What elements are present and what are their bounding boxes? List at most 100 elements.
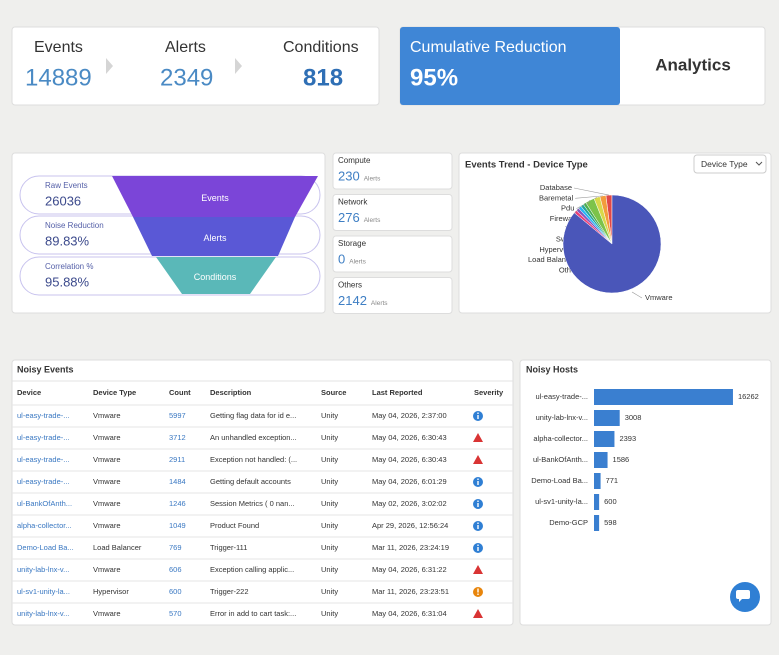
table-cell[interactable]: 1246: [169, 499, 186, 508]
pie-label: Database: [540, 183, 572, 192]
table-cell: May 04, 2026, 6:30:43: [372, 455, 447, 464]
device-type-select[interactable]: [693, 154, 767, 174]
table-cell: Mar 11, 2026, 23:23:51: [372, 587, 449, 596]
table-cell[interactable]: 600: [169, 587, 182, 596]
table-cell[interactable]: 1049: [169, 521, 186, 530]
severity-glyph: [477, 500, 479, 503]
stat-card[interactable]: [332, 235, 453, 273]
host-bar[interactable]: [594, 410, 620, 426]
stat-unit: Alerts: [371, 300, 388, 307]
stat-label: Compute: [338, 156, 371, 165]
stat-value: 2142: [338, 293, 367, 308]
host-bar[interactable]: [594, 452, 608, 468]
funnel-stage-label: Alerts: [203, 233, 227, 243]
funnel-metric-value: 26036: [45, 193, 81, 208]
severity-glyph: [477, 503, 479, 507]
table-cell[interactable]: 2911: [169, 455, 185, 464]
table-cell[interactable]: unity-lab-lnx-v...: [17, 565, 69, 574]
table-cell[interactable]: 5997: [169, 411, 186, 420]
table-cell[interactable]: ul-easy-trade-...: [17, 411, 70, 420]
table-cell[interactable]: ul-easy-trade-...: [17, 477, 70, 486]
stat-card[interactable]: [332, 277, 453, 314]
table-cell: Vmware: [93, 521, 121, 530]
table-cell[interactable]: 3712: [169, 433, 186, 442]
table-cell: Load Balancer: [93, 543, 142, 552]
reduction-panel[interactable]: [400, 27, 620, 105]
select-text[interactable]: Device Type: [701, 159, 748, 169]
table-cell: Unity: [321, 477, 338, 486]
stat-unit: Alerts: [364, 217, 381, 224]
table-cell: Unity: [321, 543, 338, 552]
pie-label: Baremetal: [539, 193, 574, 202]
table-cell: Hypervisor: [93, 587, 129, 596]
stat-unit: Alerts: [349, 259, 366, 266]
table-cell: Exception calling applic...: [210, 565, 294, 574]
host-bar[interactable]: [594, 515, 600, 531]
stat-label: Storage: [338, 239, 367, 248]
severity-glyph: [477, 593, 479, 595]
severity-icon: [473, 609, 483, 618]
table-cell[interactable]: ul-sv1-unity-la...: [17, 587, 70, 596]
host-label: alpha-collector...: [533, 434, 588, 443]
column-header: Device Type: [93, 388, 136, 397]
pie-slice: [562, 194, 662, 294]
column-header: Description: [210, 388, 252, 397]
funnel-metric-value: 95.88%: [45, 274, 90, 289]
host-bar[interactable]: [594, 494, 600, 510]
noisy-events-title: Noisy Events: [17, 364, 74, 374]
table-cell[interactable]: alpha-collector...: [17, 521, 72, 530]
pie-label: Other: [559, 265, 578, 274]
table-cell[interactable]: 769: [169, 543, 182, 552]
host-bar[interactable]: [594, 473, 601, 489]
pie-label: Vmware: [645, 293, 673, 302]
funnel-stage-label: Events: [201, 193, 229, 203]
table-cell[interactable]: unity-lab-lnx-v...: [17, 609, 69, 618]
severity-glyph: [477, 478, 479, 481]
table-cell: Getting default accounts: [210, 477, 291, 486]
column-header: Last Reported: [372, 388, 423, 397]
table-cell[interactable]: ul-easy-trade-...: [17, 433, 70, 442]
stat-card[interactable]: [332, 194, 453, 231]
table-cell[interactable]: 606: [169, 565, 182, 574]
funnel-metric-label: Raw Events: [45, 181, 88, 190]
stat-card[interactable]: [332, 152, 453, 190]
table-cell[interactable]: ul-BankOfAnth...: [17, 499, 72, 508]
stat-label: Others: [338, 281, 362, 290]
column-header: Severity: [474, 388, 504, 397]
table-cell[interactable]: ul-easy-trade-...: [17, 455, 70, 464]
table-cell: May 04, 2026, 6:01:29: [372, 477, 447, 486]
table-cell[interactable]: 570: [169, 609, 182, 618]
severity-glyph: [477, 415, 479, 419]
funnel-stage: [133, 217, 295, 256]
host-value: 16262: [738, 392, 759, 401]
table-cell: Unity: [321, 609, 338, 618]
table-cell: Apr 29, 2026, 12:56:24: [372, 521, 448, 530]
summary-label: Alerts: [165, 39, 206, 56]
table-cell: Vmware: [93, 609, 121, 618]
severity-glyph: [477, 547, 479, 551]
host-value: 3008: [625, 413, 642, 422]
summary-value: 818: [303, 64, 343, 91]
table-cell: Unity: [321, 565, 338, 574]
table-cell[interactable]: Demo-Load Ba...: [17, 543, 74, 552]
analytics-tab[interactable]: Analytics: [655, 55, 731, 74]
stat-label: Network: [338, 198, 368, 207]
host-bar[interactable]: [594, 389, 733, 405]
pie-title: Events Trend - Device Type: [465, 160, 588, 171]
table-cell: Unity: [321, 521, 338, 530]
select-caret: [755, 161, 763, 166]
reduction-label: Cumulative Reduction: [410, 39, 567, 56]
table-cell: Vmware: [93, 499, 121, 508]
host-value: 771: [606, 476, 619, 485]
table-cell[interactable]: 1484: [169, 477, 186, 486]
host-label: Demo-GCP: [549, 518, 588, 527]
host-bar[interactable]: [594, 431, 615, 447]
severity-glyph: [477, 522, 479, 524]
table-cell: Vmware: [93, 477, 121, 486]
host-value: 600: [604, 497, 617, 506]
table-cell: Vmware: [93, 455, 121, 464]
funnel-stage: [112, 176, 318, 217]
table-cell: May 04, 2026, 2:37:00: [372, 411, 447, 420]
table-cell: Vmware: [93, 433, 121, 442]
